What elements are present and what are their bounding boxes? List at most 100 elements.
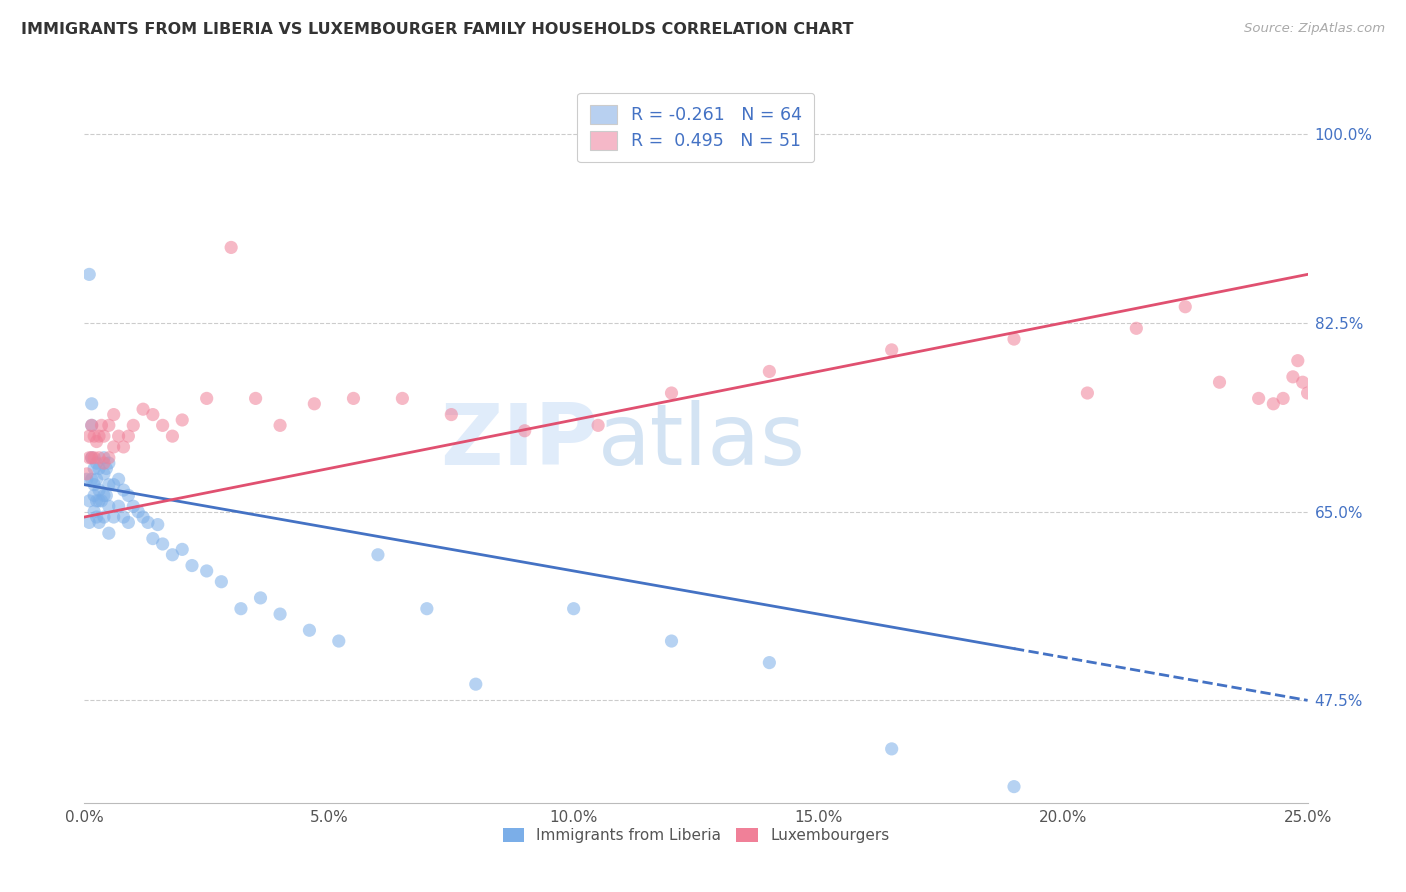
Point [97, 526, 120, 541]
Point [86, 434, 108, 449]
Point [80, 397, 103, 411]
Point [112, 510, 135, 524]
Point [880, 742, 903, 756]
Point [132, 510, 155, 524]
Point [93, 429, 115, 443]
Point [1282, 369, 1305, 384]
Point [96, 461, 118, 475]
Point [1263, 397, 1285, 411]
Point [77, 516, 100, 530]
Point [127, 505, 149, 519]
Point [172, 413, 194, 427]
Point [97, 450, 120, 465]
Point [219, 240, 242, 254]
Point [107, 500, 129, 514]
Point [391, 392, 413, 406]
Point [87, 516, 110, 530]
Point [83, 450, 105, 465]
Point [661, 386, 683, 401]
Point [80, 450, 103, 465]
Point [80, 418, 103, 433]
Point [152, 418, 174, 433]
Point [416, 601, 439, 615]
Point [1272, 392, 1295, 406]
Point [86, 472, 108, 486]
Point [77, 493, 100, 508]
Text: IMMIGRANTS FROM LIBERIA VS LUXEMBOURGER FAMILY HOUSEHOLDS CORRELATION CHART: IMMIGRANTS FROM LIBERIA VS LUXEMBOURGER … [21, 22, 853, 37]
Point [146, 517, 169, 532]
Point [87, 493, 110, 508]
Point [661, 634, 683, 648]
Point [107, 429, 129, 443]
Point [229, 601, 252, 615]
Point [1292, 376, 1315, 390]
Point [87, 450, 110, 465]
Point [80, 472, 103, 486]
Point [107, 472, 129, 486]
Point [76, 467, 98, 481]
Point [162, 548, 184, 562]
Point [112, 440, 135, 454]
Point [93, 450, 115, 465]
Point [298, 624, 321, 638]
Point [304, 397, 326, 411]
Point [87, 429, 110, 443]
Point [209, 574, 232, 589]
Point [1174, 300, 1197, 314]
Point [97, 456, 120, 470]
Point [96, 488, 118, 502]
Point [269, 418, 291, 433]
Point [83, 461, 105, 475]
Point [342, 392, 364, 406]
Point [86, 456, 108, 470]
Point [172, 542, 194, 557]
Point [93, 467, 115, 481]
Point [440, 408, 463, 422]
Point [122, 500, 145, 514]
Point [97, 477, 120, 491]
Point [86, 510, 108, 524]
Point [86, 493, 108, 508]
Point [77, 450, 100, 465]
Point [80, 418, 103, 433]
Point [245, 392, 267, 406]
Text: ZIP: ZIP [440, 400, 598, 483]
Point [93, 488, 115, 502]
Point [122, 418, 145, 433]
Point [103, 440, 125, 454]
Point [195, 564, 218, 578]
Point [103, 510, 125, 524]
Point [136, 516, 159, 530]
Point [87, 461, 110, 475]
Point [758, 656, 780, 670]
Point [90, 493, 112, 508]
Point [181, 558, 204, 573]
Point [142, 408, 165, 422]
Point [367, 548, 389, 562]
Point [562, 601, 585, 615]
Point [83, 477, 105, 491]
Point [132, 402, 155, 417]
Point [1125, 321, 1147, 335]
Point [513, 424, 536, 438]
Point [195, 392, 218, 406]
Point [83, 429, 105, 443]
Point [162, 429, 184, 443]
Point [1076, 386, 1098, 401]
Point [1208, 376, 1230, 390]
Point [90, 418, 112, 433]
Point [93, 510, 115, 524]
Point [464, 677, 486, 691]
Point [1296, 386, 1319, 401]
Point [77, 429, 100, 443]
Point [142, 532, 165, 546]
Text: Source: ZipAtlas.com: Source: ZipAtlas.com [1244, 22, 1385, 36]
Point [1286, 353, 1309, 368]
Point [880, 343, 903, 357]
Point [83, 488, 105, 502]
Legend: Immigrants from Liberia, Luxembourgers: Immigrants from Liberia, Luxembourgers [496, 822, 896, 849]
Point [77, 268, 100, 282]
Point [93, 456, 115, 470]
Point [586, 418, 609, 433]
Point [1247, 392, 1270, 406]
